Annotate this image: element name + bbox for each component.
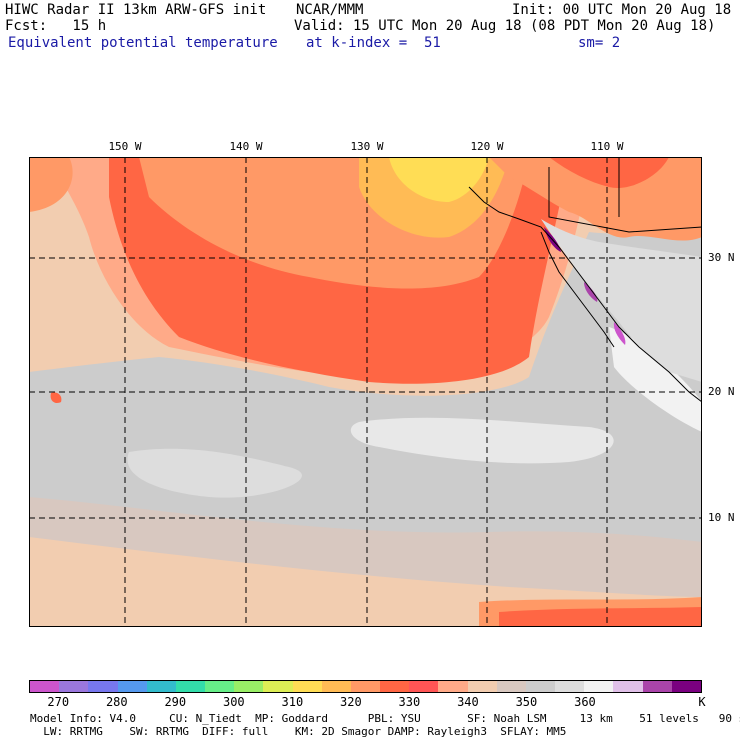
lat-label-10n: 10 N (708, 511, 735, 524)
color-scale-label: 290 (164, 695, 187, 709)
lon-label-120w: 120 W (470, 140, 504, 153)
lon-label-110w: 110 W (590, 140, 624, 153)
lon-label-140w: 140 W (229, 140, 263, 153)
color-scale-label: 280 (105, 695, 128, 709)
color-scale-label: 350 (515, 695, 538, 709)
color-scale-segment (496, 681, 526, 692)
color-scale-segment (350, 681, 381, 692)
color-scale-segment (671, 681, 701, 692)
color-scale-segment (321, 681, 351, 692)
color-scale-segment (642, 681, 672, 692)
color-scale-segment (467, 681, 497, 692)
color-scale-segment (263, 681, 293, 692)
color-scale-label: 320 (340, 695, 362, 709)
lon-label-150w: 150 W (108, 140, 142, 153)
color-scale-label: 330 (398, 695, 421, 709)
color-scale-segment (613, 681, 643, 692)
color-scale-segment (380, 681, 410, 692)
color-scale-label: 360 (574, 695, 596, 709)
color-scale-segment (525, 681, 556, 692)
color-scale-segment (292, 681, 322, 692)
color-scale-segment (584, 681, 614, 692)
color-scale-segment (146, 681, 176, 692)
color-scale-segment (205, 681, 235, 692)
footer-physics-info: LW: RRTMG SW: RRTMG DIFF: full KM: 2D Sm… (30, 725, 567, 738)
color-scale-segment (555, 681, 585, 692)
color-scale-segment (175, 681, 206, 692)
color-scale-label: 270 (47, 695, 70, 709)
header-line1-right: Init: 00 UTC Mon 20 Aug 18 (512, 2, 732, 18)
color-scale-segment (88, 681, 118, 692)
color-scale-label: 300 (222, 695, 245, 709)
header-line2-left: Fcst: 15 h (5, 18, 107, 34)
color-scale-label: K (698, 695, 706, 709)
equivalent-potential-temperature-map (29, 157, 702, 627)
lat-label-20n: 20 N (708, 385, 735, 398)
color-scale-segment (59, 681, 89, 692)
color-scale-segment (234, 681, 264, 692)
color-scale-label: 310 (281, 695, 304, 709)
color-scale-label: 340 (457, 695, 479, 709)
smoothing: sm= 2 (578, 35, 621, 51)
field-name: Equivalent potential temperature (8, 35, 278, 51)
footer-model-info: Model Info: V4.0 CU: N_Tiedt MP: Goddard… (30, 712, 740, 725)
color-scale-segment (30, 681, 60, 692)
header-line1-left: HIWC Radar II 13km ARW-GFS init (5, 2, 267, 18)
k-index: at k-index = 51 (306, 35, 441, 51)
color-scale-segment (409, 681, 439, 692)
color-scale-segment (117, 681, 147, 692)
color-scale-segment (438, 681, 468, 692)
lon-label-130w: 130 W (350, 140, 384, 153)
lat-label-30n: 30 N (708, 251, 735, 264)
color-scale-bar (29, 680, 702, 693)
header-line2-right: Valid: 15 UTC Mon 20 Aug 18 (08 PDT Mon … (294, 18, 716, 34)
header-line1-mid: NCAR/MMM (296, 2, 364, 18)
